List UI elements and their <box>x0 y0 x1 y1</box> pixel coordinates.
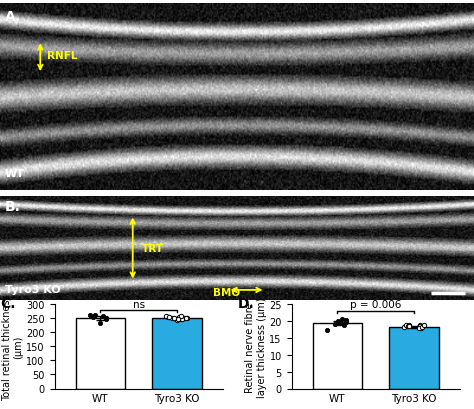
Point <box>177 316 185 323</box>
Point <box>337 320 345 327</box>
Point <box>331 321 338 327</box>
Text: WT: WT <box>5 169 25 179</box>
Point <box>415 324 422 331</box>
Point <box>102 315 110 321</box>
Point <box>416 322 424 328</box>
Point <box>175 314 183 321</box>
Point <box>178 316 185 323</box>
Point <box>400 324 408 330</box>
Point <box>164 314 172 320</box>
Text: RNFL: RNFL <box>47 51 78 61</box>
Point <box>404 323 412 330</box>
Bar <box>152 318 202 389</box>
Text: p = 0.006: p = 0.006 <box>350 300 401 310</box>
Bar <box>312 323 362 389</box>
Bar <box>75 318 125 389</box>
Text: D.: D. <box>237 296 255 310</box>
Point <box>420 322 428 328</box>
Point <box>340 322 348 328</box>
Point <box>91 312 98 318</box>
Y-axis label: Total retinal thickness
(μm): Total retinal thickness (μm) <box>2 293 23 400</box>
Point <box>402 322 410 329</box>
Point <box>182 315 190 321</box>
Text: TRT: TRT <box>142 243 164 254</box>
Point <box>418 324 425 331</box>
Point <box>403 323 411 330</box>
Point <box>97 319 104 326</box>
Point <box>405 323 412 329</box>
Point <box>183 315 191 321</box>
Point <box>336 320 343 326</box>
Point <box>324 327 331 333</box>
Point <box>180 315 187 322</box>
Point <box>102 315 110 321</box>
Point <box>169 315 176 321</box>
Text: A.: A. <box>5 10 21 24</box>
Point <box>163 313 170 319</box>
Point <box>416 323 424 330</box>
Point <box>173 317 181 324</box>
Point <box>100 313 107 320</box>
Text: BMO: BMO <box>213 288 240 297</box>
Point <box>174 316 182 323</box>
Text: ns: ns <box>133 299 145 309</box>
Point <box>165 314 173 321</box>
Y-axis label: Retinal nerve fibre
layer thickness (μm): Retinal nerve fibre layer thickness (μm) <box>245 297 266 397</box>
Point <box>334 318 342 324</box>
Point <box>170 315 178 321</box>
Point <box>342 317 350 324</box>
Point <box>405 322 413 328</box>
Text: B.: B. <box>5 200 20 213</box>
Text: C.: C. <box>0 296 16 310</box>
Point <box>178 313 185 320</box>
Text: Tyro3 KO: Tyro3 KO <box>5 284 60 294</box>
Point <box>102 316 109 323</box>
Point <box>90 313 98 319</box>
Point <box>337 316 345 323</box>
Point <box>90 314 97 320</box>
Point <box>418 325 425 332</box>
Bar <box>389 327 439 389</box>
Point <box>416 325 423 331</box>
Point <box>86 312 94 319</box>
Point <box>342 319 350 325</box>
